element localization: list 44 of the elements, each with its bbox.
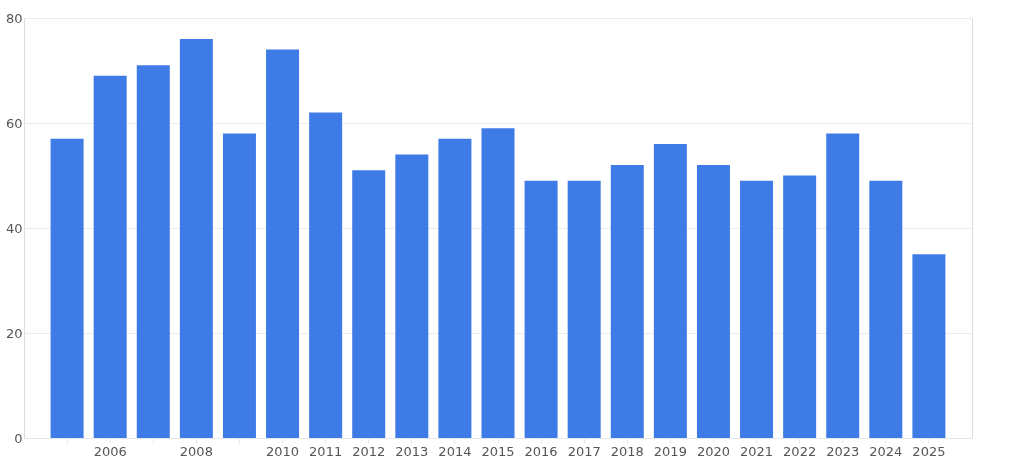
x-tick-label: 2010 <box>266 443 300 459</box>
bar <box>912 254 946 438</box>
bar <box>309 112 343 438</box>
bar <box>826 133 860 438</box>
bar <box>136 65 170 438</box>
bar <box>481 128 515 438</box>
bar <box>783 175 817 438</box>
x-tick-label: 2012 <box>352 443 386 459</box>
x-tick-label: 2016 <box>524 443 558 459</box>
x-tick-label: 2017 <box>567 443 601 459</box>
x-tick-label: 2019 <box>653 443 687 459</box>
bar <box>179 39 213 438</box>
bar <box>352 170 386 438</box>
bar <box>610 165 644 438</box>
y-tick-label: 40 <box>5 220 23 236</box>
x-tick-label: 2025 <box>912 443 946 459</box>
bar <box>222 133 256 438</box>
x-tick-label: 2011 <box>309 443 343 459</box>
bar <box>740 180 774 438</box>
bar <box>93 75 127 438</box>
x-tick-label: 2014 <box>438 443 472 459</box>
x-tick-label: 2020 <box>696 443 730 459</box>
bar <box>567 180 601 438</box>
y-tick-label: 60 <box>5 115 23 131</box>
x-tick-label: 2022 <box>783 443 817 459</box>
x-tick-label: 2021 <box>740 443 774 459</box>
bar <box>438 138 472 438</box>
x-tick-label: 2024 <box>869 443 903 459</box>
y-tick-label: 0 <box>14 430 23 446</box>
x-tick-label: 2015 <box>481 443 515 459</box>
x-tick-label: 2018 <box>610 443 644 459</box>
y-tick-label: 20 <box>5 325 23 341</box>
x-tick-label: 2013 <box>395 443 429 459</box>
bar <box>869 180 903 438</box>
x-tick-label: 2023 <box>826 443 860 459</box>
bar <box>50 138 84 438</box>
bar <box>696 165 730 438</box>
x-tick-label: 2006 <box>93 443 127 459</box>
bar <box>653 144 687 438</box>
bar <box>524 180 558 438</box>
bar <box>266 49 300 438</box>
bar <box>395 154 429 438</box>
y-tick-label: 80 <box>5 10 23 26</box>
x-tick-label: 2008 <box>179 443 213 459</box>
